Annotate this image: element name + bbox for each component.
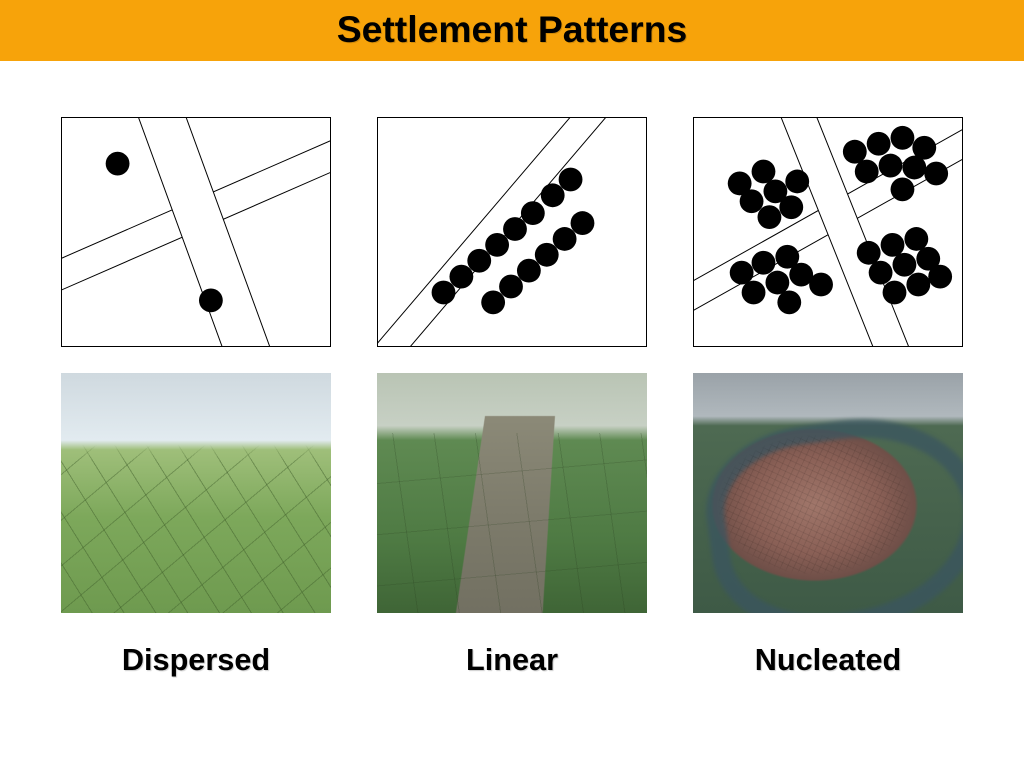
label-dispersed: Dispersed <box>61 639 331 689</box>
diagram-dispersed-svg <box>62 118 330 346</box>
label-linear: Linear <box>377 639 647 689</box>
diagram-dispersed <box>61 117 331 347</box>
diagram-nucleated <box>693 117 963 347</box>
label-nucleated: Nucleated <box>693 639 963 689</box>
title-bar: Settlement Patterns <box>0 0 1024 61</box>
photo-dispersed <box>61 373 331 613</box>
diagram-linear <box>377 117 647 347</box>
photo-linear <box>377 373 647 613</box>
photo-nucleated <box>693 373 963 613</box>
page-title: Settlement Patterns <box>337 8 688 50</box>
diagram-nucleated-svg <box>694 118 962 346</box>
diagram-linear-svg <box>378 118 646 346</box>
content-grid: Dispersed Linear Nucleated <box>0 117 1024 689</box>
